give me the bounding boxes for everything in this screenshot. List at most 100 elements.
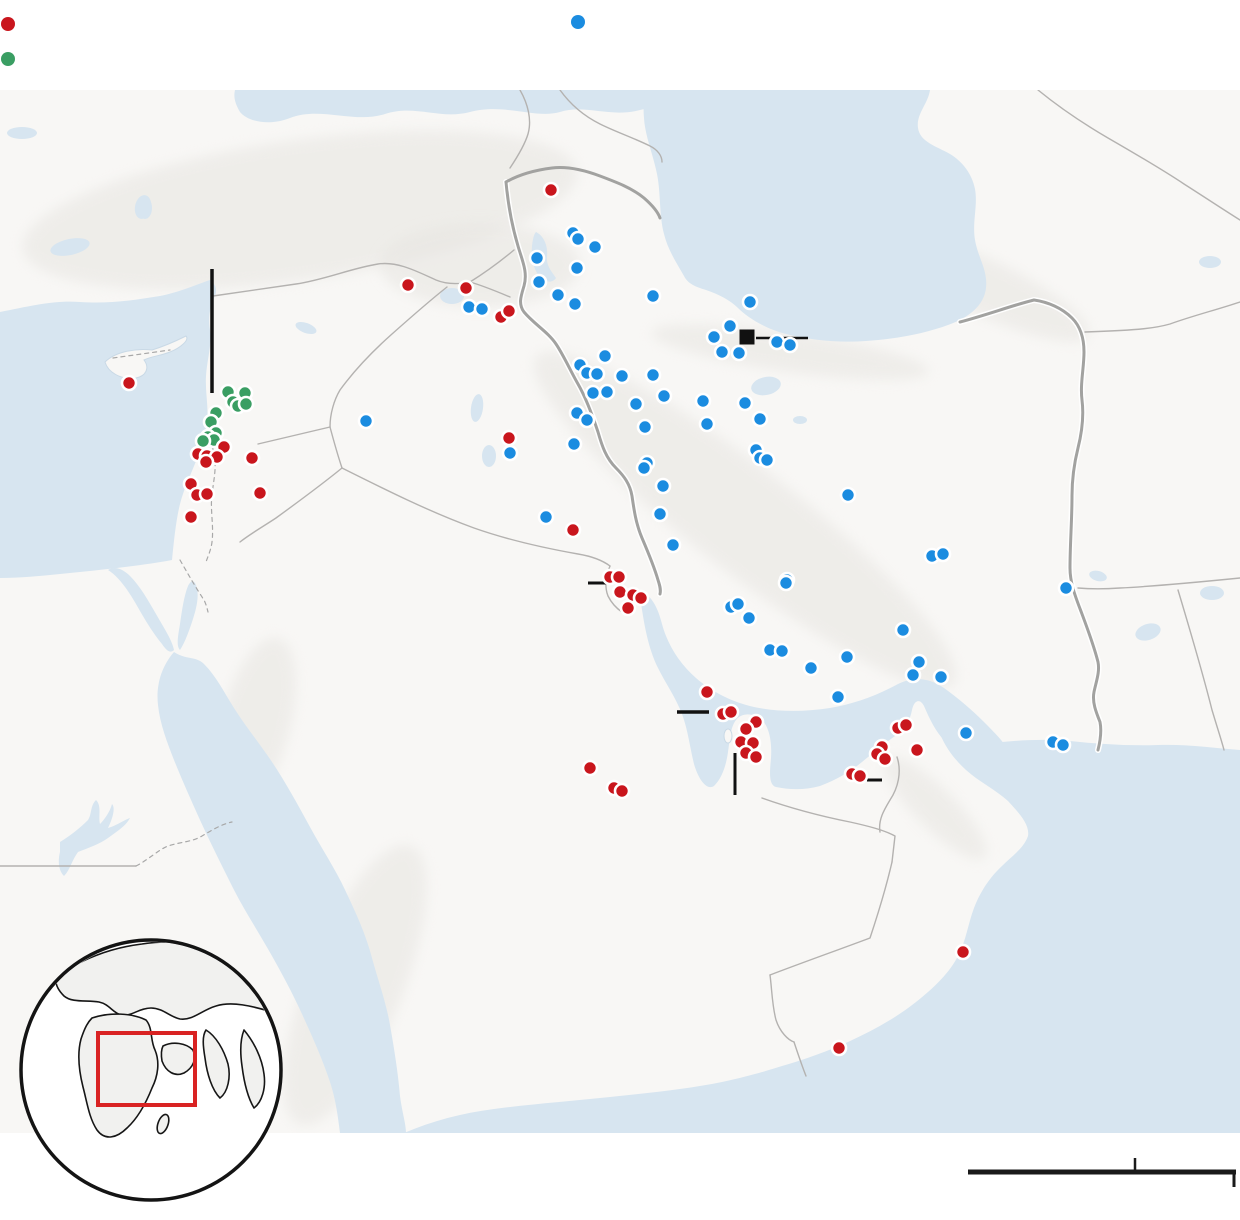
border-uae-oman — [878, 756, 900, 833]
border-saudi-oman — [769, 861, 893, 976]
blue-marker-dot — [698, 415, 716, 433]
blue-markers — [357, 224, 1075, 754]
blue-marker-dot — [654, 477, 672, 495]
legend-dot-red-series — [1, 17, 15, 31]
lake-bakhtegan — [793, 416, 807, 424]
legend-dot-blue-series — [571, 15, 585, 29]
blue-marker-dot — [781, 336, 799, 354]
gulf-of-suez — [108, 568, 174, 652]
border-egypt-sudan-dashed — [135, 821, 233, 867]
border-cyprus-dashed — [112, 349, 171, 359]
blue-marker-dot — [357, 412, 375, 430]
turkey-lake-beysehir — [138, 197, 152, 219]
red-marker-dot — [120, 374, 138, 392]
blue-marker-dot — [578, 411, 596, 429]
blue-marker-dot — [588, 365, 606, 383]
blue-marker-dot — [768, 333, 786, 351]
blue-marker-dot — [729, 595, 747, 613]
red-marker-dot — [613, 782, 631, 800]
turkey-lake-west — [7, 127, 37, 139]
blue-marker-dot — [839, 486, 857, 504]
border-saudi-uae — [761, 797, 896, 863]
iran-border-northwest — [504, 166, 662, 220]
globe-madagascar — [156, 1113, 170, 1135]
blue-marker-dot — [713, 343, 731, 361]
border-iraq-saudi — [341, 467, 611, 567]
persian-gulf — [640, 591, 1008, 790]
blue-marker-dot — [910, 653, 928, 671]
arabian-sea — [404, 703, 1240, 1133]
east-lake-1 — [1199, 256, 1221, 268]
red-marker-dot — [611, 583, 629, 601]
blue-marker-dot — [651, 505, 669, 523]
capital-square — [739, 329, 755, 345]
blue-marker-dot — [932, 668, 950, 686]
blue-marker-dot — [530, 273, 548, 291]
blue-marker-dot — [705, 328, 723, 346]
blue-marker-dot — [644, 366, 662, 384]
red-marker-dot — [251, 484, 269, 502]
blue-marker-dot — [655, 387, 673, 405]
blue-marker-dot — [664, 536, 682, 554]
blue-marker-dot — [694, 392, 712, 410]
border-jordan-saudi — [239, 467, 343, 543]
caspian-sea — [643, 90, 987, 342]
lake-nasser — [58, 800, 130, 876]
red-markers — [120, 181, 972, 1057]
red-marker-dot — [876, 750, 894, 768]
lake-tharthar — [470, 394, 484, 422]
blue-marker-dot — [598, 383, 616, 401]
leader-lines — [210, 269, 882, 795]
border-israel-jordan-dashed — [205, 445, 216, 563]
blue-marker-dot — [501, 444, 519, 462]
blue-marker-dot — [736, 394, 754, 412]
turkey-lake-egirdir — [50, 238, 90, 256]
blue-marker-dot — [644, 287, 662, 305]
blue-marker-dot — [584, 384, 602, 402]
red-marker-dot — [243, 449, 261, 467]
bahrain-island — [723, 728, 733, 744]
blue-marker-dot — [741, 293, 759, 311]
red-marker-dot — [500, 302, 518, 320]
red-marker-dot — [542, 181, 560, 199]
green-marker-dot — [237, 395, 255, 413]
scale-bar — [968, 1158, 1236, 1187]
blue-marker-dot — [838, 648, 856, 666]
blue-marker-dot — [802, 659, 820, 677]
border-pak-south — [1177, 589, 1225, 751]
blue-marker-dot — [894, 621, 912, 639]
blue-marker-dot — [904, 666, 922, 684]
blue-marker-dot — [721, 317, 739, 335]
border-caucasus-1 — [559, 90, 663, 163]
iran-border — [503, 166, 1104, 753]
border-turkey-iraq — [469, 249, 515, 283]
border-turkmen-uzbek — [1037, 90, 1240, 221]
blue-marker-dot — [636, 418, 654, 436]
hamun-lake — [1135, 623, 1161, 641]
blue-marker-dot — [773, 642, 791, 660]
blue-marker-dot — [635, 459, 653, 477]
globe-highlight-rect — [96, 1031, 197, 1107]
blue-marker-dot — [460, 298, 478, 316]
border-caucasus-2 — [509, 90, 531, 169]
red-marker-dot — [619, 599, 637, 617]
red-marker-dot — [851, 767, 869, 785]
blue-marker-dot — [1054, 736, 1072, 754]
blue-marker-dot — [613, 367, 631, 385]
water-bodies — [0, 90, 1240, 1133]
border-turkmen-afghan — [1084, 301, 1240, 333]
blue-marker-dot — [473, 300, 491, 318]
blue-marker-dot — [829, 688, 847, 706]
red-marker-dot — [564, 521, 582, 539]
blue-marker-dot — [730, 344, 748, 362]
border-afghan-pak — [1077, 577, 1240, 590]
red-marker-dot — [500, 429, 518, 447]
blue-marker-dot — [528, 249, 546, 267]
cyprus-island — [104, 335, 188, 379]
east-lake-2 — [1200, 586, 1224, 600]
red-marker-dot — [908, 741, 926, 759]
red-marker-dot — [610, 568, 628, 586]
red-marker-dot — [698, 683, 716, 701]
